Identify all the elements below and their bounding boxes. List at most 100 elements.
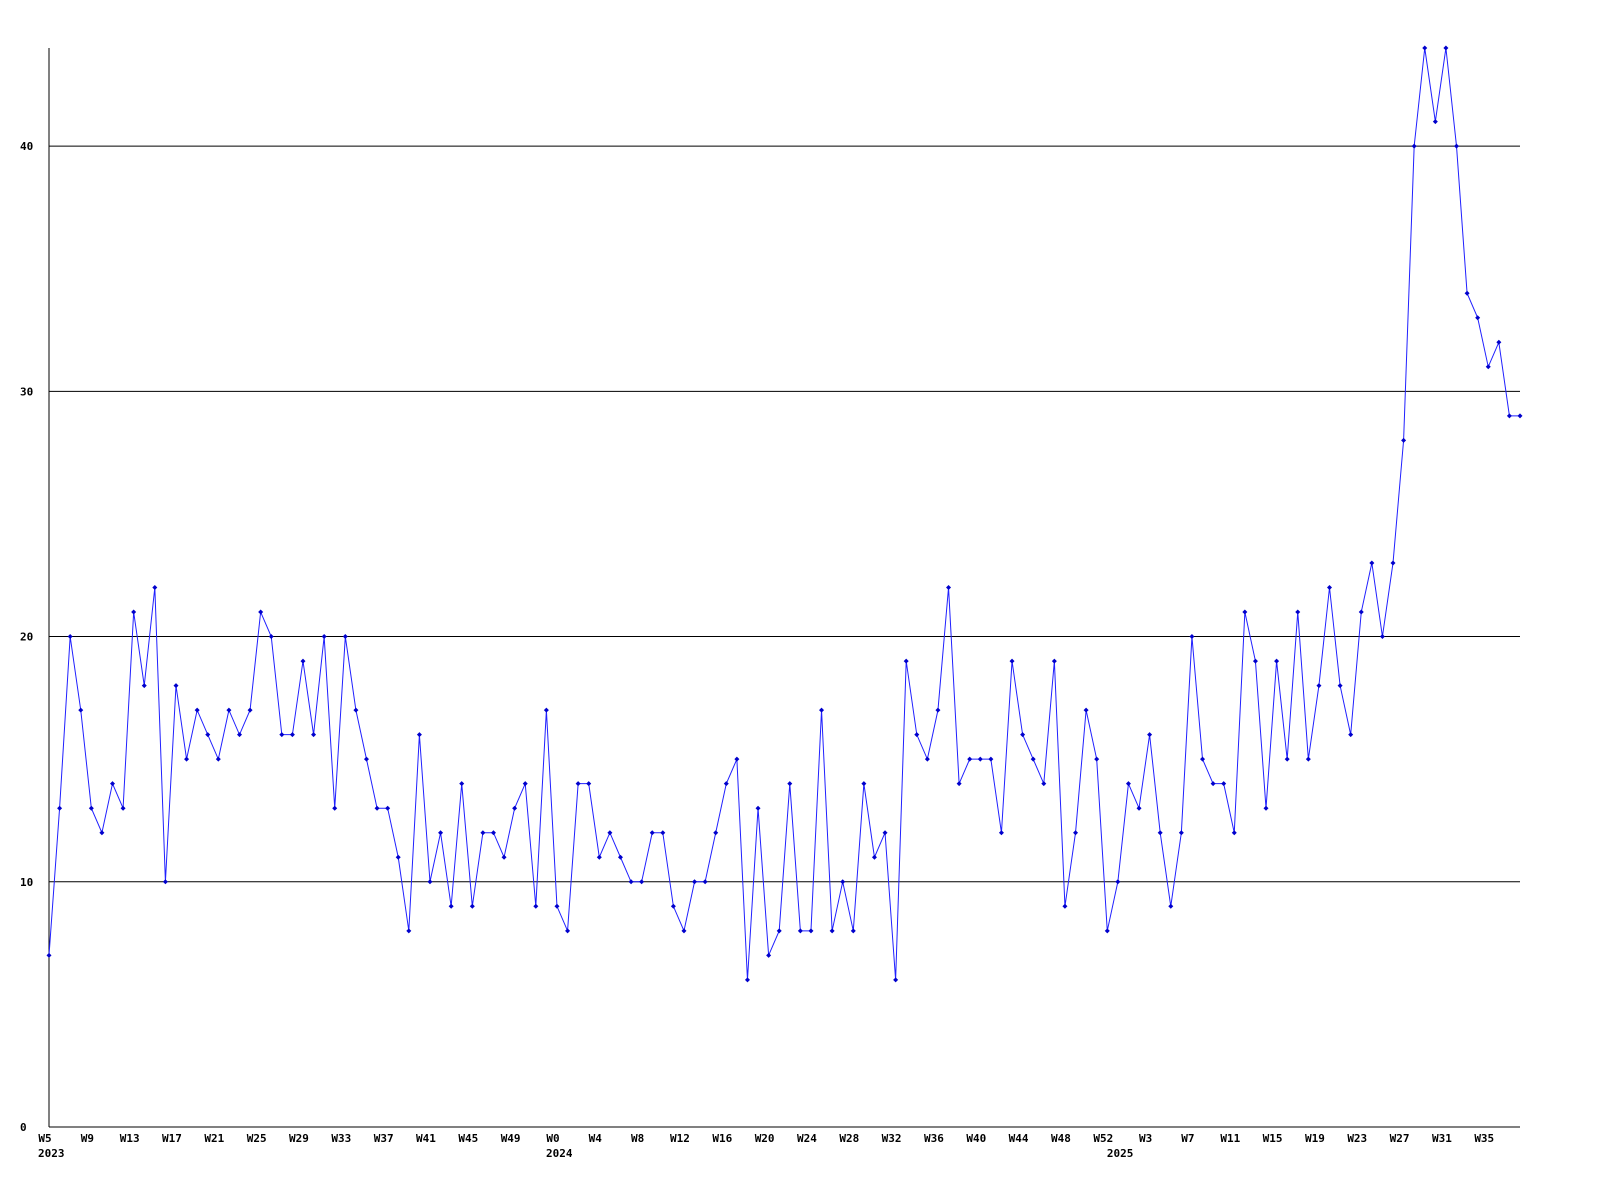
data-point [956,781,962,787]
data-point [596,854,602,860]
data-point [935,707,941,713]
data-point [1316,683,1322,689]
y-tick-label: 30 [20,385,33,398]
data-point [734,756,740,762]
data-point [639,879,645,885]
data-point [850,928,856,934]
data-point [755,805,761,811]
data-point [819,707,825,713]
x-tick-label: W49 [501,1132,521,1145]
data-point [1147,732,1153,738]
y-tick-label: 0 [20,1121,27,1134]
x-tick-label: W31 [1432,1132,1452,1145]
data-point [1125,781,1131,787]
x-tick-label: W33 [331,1132,351,1145]
data-point [395,854,401,860]
data-point [152,585,158,590]
year-label: 2023 [38,1147,65,1160]
data-point [1104,928,1110,934]
data-point [1094,756,1100,762]
x-tick-label: W9 [81,1132,94,1145]
x-tick-label: W29 [289,1132,309,1145]
data-point [1009,658,1015,664]
data-point [766,952,772,958]
data-point [1242,609,1248,615]
data-point [1168,903,1174,909]
x-tick-label: W24 [797,1132,817,1145]
data-point [1210,781,1216,787]
data-point [660,830,666,836]
x-tick-label: W11 [1220,1132,1240,1145]
data-point [205,732,211,738]
data-point [300,658,306,664]
data-point [1379,634,1385,640]
x-tick-label: W48 [1051,1132,1071,1145]
data-point [448,903,454,909]
x-tick-label: W3 [1139,1132,1152,1145]
x-tick-label: W8 [631,1132,644,1145]
data-point [649,830,655,836]
data-point [173,683,179,689]
data-point [713,830,719,836]
data-point [279,732,285,738]
data-point [840,879,846,885]
data-point [1432,119,1438,125]
data-point [427,879,433,885]
data-point [162,879,168,885]
x-tick-label: W36 [924,1132,944,1145]
x-tick-label: W23 [1347,1132,1367,1145]
data-point [903,658,909,664]
x-tick-label: W13 [120,1132,140,1145]
x-tick-label: W5 [38,1132,51,1145]
data-point [1051,658,1057,664]
data-point [681,928,687,934]
data-point [1401,437,1407,443]
data-point [1200,756,1206,762]
data-point [490,830,496,836]
data-point [268,634,274,640]
x-tick-label: W0 [546,1132,559,1145]
x-tick-label: W21 [204,1132,224,1145]
x-tick-label: W52 [1093,1132,1113,1145]
x-tick-label: W16 [712,1132,732,1145]
x-tick-label: W41 [416,1132,436,1145]
x-tick-label: W32 [882,1132,902,1145]
x-tick-label: W44 [1009,1132,1029,1145]
data-point [871,854,877,860]
data-point [670,903,676,909]
data-point [723,781,729,787]
data-point [1157,830,1163,836]
data-point [1295,609,1301,615]
data-point [215,756,221,762]
data-point [311,732,317,738]
y-tick-label: 10 [20,876,33,889]
data-point [554,903,560,909]
data-point [1454,143,1460,149]
data-point [1274,658,1280,664]
data-point [1178,830,1184,836]
data-point [1475,315,1481,321]
data-point [586,781,592,787]
year-label: 2025 [1107,1147,1134,1160]
x-tick-label: W37 [374,1132,394,1145]
x-tick-label: W17 [162,1132,182,1145]
data-point [342,634,348,640]
data-point [1464,290,1470,296]
data-point [1136,805,1142,811]
data-point [501,854,507,860]
data-point [692,879,698,885]
data-point [131,609,137,615]
data-point [914,732,920,738]
x-tick-label: W40 [966,1132,986,1145]
data-point [861,781,867,787]
data-point [1062,903,1068,909]
data-point [1041,781,1047,787]
data-point [565,928,571,934]
data-point [702,879,708,885]
data-point [776,928,782,934]
data-point [184,756,190,762]
data-point [617,854,623,860]
data-point [459,781,465,787]
data-point [988,756,994,762]
